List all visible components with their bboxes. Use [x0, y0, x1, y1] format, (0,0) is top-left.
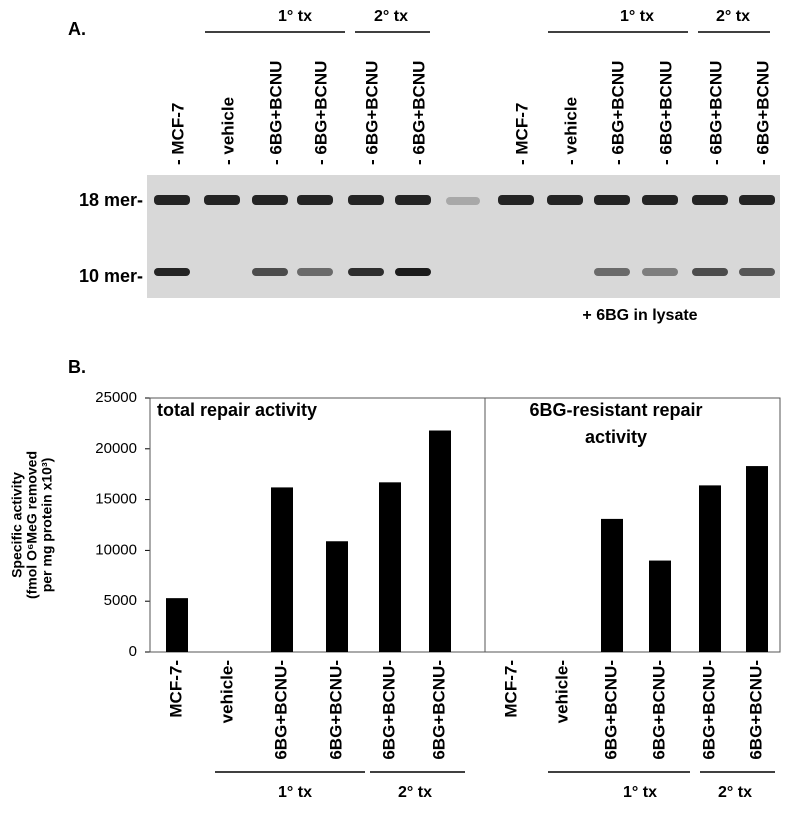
band [594, 195, 630, 205]
plot-frame [149, 397, 781, 653]
band [739, 268, 775, 276]
lane-label: - vehicle [218, 97, 237, 165]
lane-label: - MCF-7 [168, 103, 187, 165]
x-tick-label: MCF-7- [166, 660, 185, 718]
band [446, 197, 480, 205]
lane-label: - 6BG+BCNU [362, 61, 381, 165]
x-tick-label: 6BG+BCNU- [271, 660, 290, 760]
lane-label: - 6BG+BCNU [311, 61, 330, 165]
bar [326, 541, 348, 652]
group-label: 1° tx [623, 784, 657, 801]
bar [379, 482, 401, 652]
x-tick-label: 6BG+BCNU- [746, 660, 765, 760]
band [204, 195, 240, 205]
group-label: 1° tx [278, 784, 312, 801]
y-axis-label: (fmol O⁶MeG removed [24, 451, 40, 599]
gel [147, 175, 780, 298]
x-tick-label: 6BG+BCNU- [649, 660, 668, 760]
band [642, 195, 678, 205]
y-axis-label: Specific activity [9, 472, 25, 578]
band [252, 268, 288, 276]
note: + 6BG in lysate [582, 307, 697, 324]
group-label: 2° tx [716, 8, 750, 25]
band [692, 268, 728, 276]
bar [746, 466, 768, 652]
x-tick-label: 6BG+BCNU- [699, 660, 718, 760]
lane-label: - 6BG+BCNU [706, 61, 725, 165]
lane-label: - 6BG+BCNU [753, 61, 772, 165]
panel-title: total repair activity [157, 400, 317, 420]
x-tick-label: 6BG+BCNU- [379, 660, 398, 760]
y-tick-label: 10000 [95, 541, 137, 558]
x-tick-label: MCF-7- [501, 660, 520, 718]
x-tick-label: vehicle- [217, 660, 236, 723]
y-axis-label: per mg protein x10³) [39, 458, 55, 593]
panel-title: 6BG-resistant repair [529, 400, 702, 420]
band [154, 195, 190, 205]
y-tick-label: 15000 [95, 491, 137, 508]
group-label: 2° tx [374, 8, 408, 25]
band-label: 18 mer- [79, 190, 143, 210]
y-tick-label: 0 [129, 643, 137, 660]
panel-label: B. [68, 357, 86, 377]
band [594, 268, 630, 276]
x-tick-label: vehicle- [552, 660, 571, 723]
band [498, 195, 534, 205]
lane-label: - vehicle [561, 97, 580, 165]
band [395, 195, 431, 205]
band [348, 195, 384, 205]
x-tick-label: 6BG+BCNU- [601, 660, 620, 760]
bar [429, 430, 451, 652]
band [395, 268, 431, 276]
lane-label: - 6BG+BCNU [266, 61, 285, 165]
band [547, 195, 583, 205]
lane-label: - MCF-7 [512, 103, 531, 165]
y-tick-label: 5000 [104, 592, 137, 609]
band [692, 195, 728, 205]
group-label: 1° tx [278, 8, 312, 25]
band [642, 268, 678, 276]
band [297, 268, 333, 276]
band [252, 195, 288, 205]
lane-label: - 6BG+BCNU [409, 61, 428, 165]
group-label: 2° tx [398, 784, 432, 801]
band [297, 195, 333, 205]
panel-title: activity [585, 427, 647, 447]
band-label: 10 mer- [79, 266, 143, 286]
bar [166, 598, 188, 652]
band [739, 195, 775, 205]
bar [699, 485, 721, 652]
band [154, 268, 190, 276]
group-label: 2° tx [718, 784, 752, 801]
lane-label: - 6BG+BCNU [608, 61, 627, 165]
x-tick-label: 6BG+BCNU- [429, 660, 448, 760]
band [348, 268, 384, 276]
x-tick-label: 6BG+BCNU- [326, 660, 345, 760]
y-tick-label: 20000 [95, 440, 137, 457]
lane-label: - 6BG+BCNU [656, 61, 675, 165]
bar [601, 518, 623, 652]
group-label: 1° tx [620, 8, 654, 25]
bar [271, 487, 293, 652]
panel-label: A. [68, 19, 86, 39]
y-tick-label: 25000 [95, 389, 137, 406]
bar [649, 560, 671, 652]
